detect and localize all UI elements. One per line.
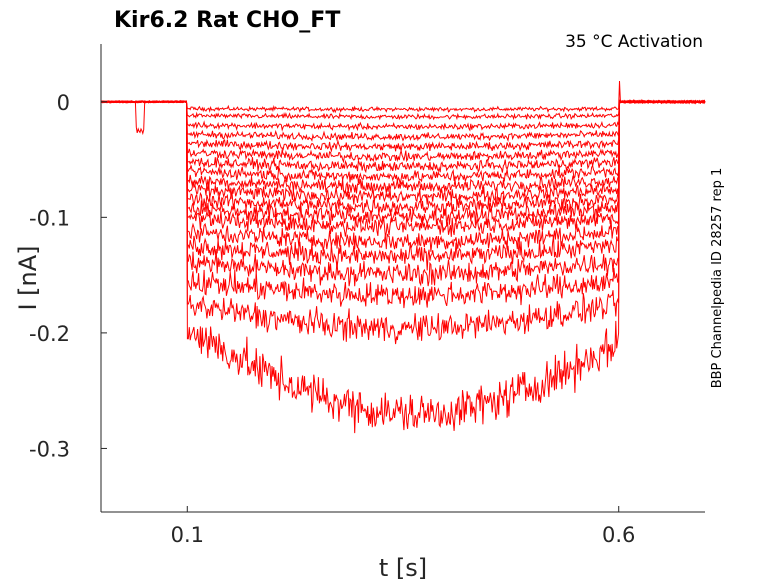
channelpedia-id-label: BBP Channelpedia ID 28257 rep 1 [710, 168, 725, 389]
y-tick-label: 0 [57, 91, 70, 115]
current-trace [100, 98, 706, 309]
y-tick-label: -0.2 [29, 322, 70, 346]
current-trace [100, 99, 706, 287]
current-trace [100, 99, 706, 216]
current-trace [100, 99, 706, 121]
current-trace [100, 99, 706, 252]
x-axis-label: t [s] [379, 554, 427, 582]
current-trace [100, 99, 706, 227]
y-tick-label: -0.1 [29, 206, 70, 230]
current-trace [100, 99, 705, 132]
traces [100, 80, 706, 434]
current-trace [100, 99, 706, 174]
current-trace [100, 99, 706, 195]
temperature-annotation: 35 °C Activation [565, 32, 703, 52]
y-tick-label: -0.3 [29, 437, 70, 461]
current-trace [100, 99, 706, 206]
x-tick-label: 0.6 [602, 523, 635, 547]
current-trace [100, 99, 706, 271]
x-ticks: 0.1 0.6 [171, 506, 635, 547]
current-trace [100, 99, 706, 164]
y-axis-label: I [nA] [14, 245, 42, 310]
axes [100, 44, 705, 513]
current-trace [100, 99, 706, 185]
current-trace [100, 99, 706, 143]
current-trace [100, 99, 706, 434]
x-tick-label: 0.1 [171, 523, 204, 547]
chart-title: Kir6.2 Rat CHO_FT [114, 8, 340, 33]
y-ticks: 0 -0.1 -0.2 -0.3 [29, 91, 107, 461]
current-trace [100, 99, 706, 345]
current-trace [100, 80, 706, 136]
current-trace [100, 98, 706, 153]
current-trace [100, 99, 706, 237]
